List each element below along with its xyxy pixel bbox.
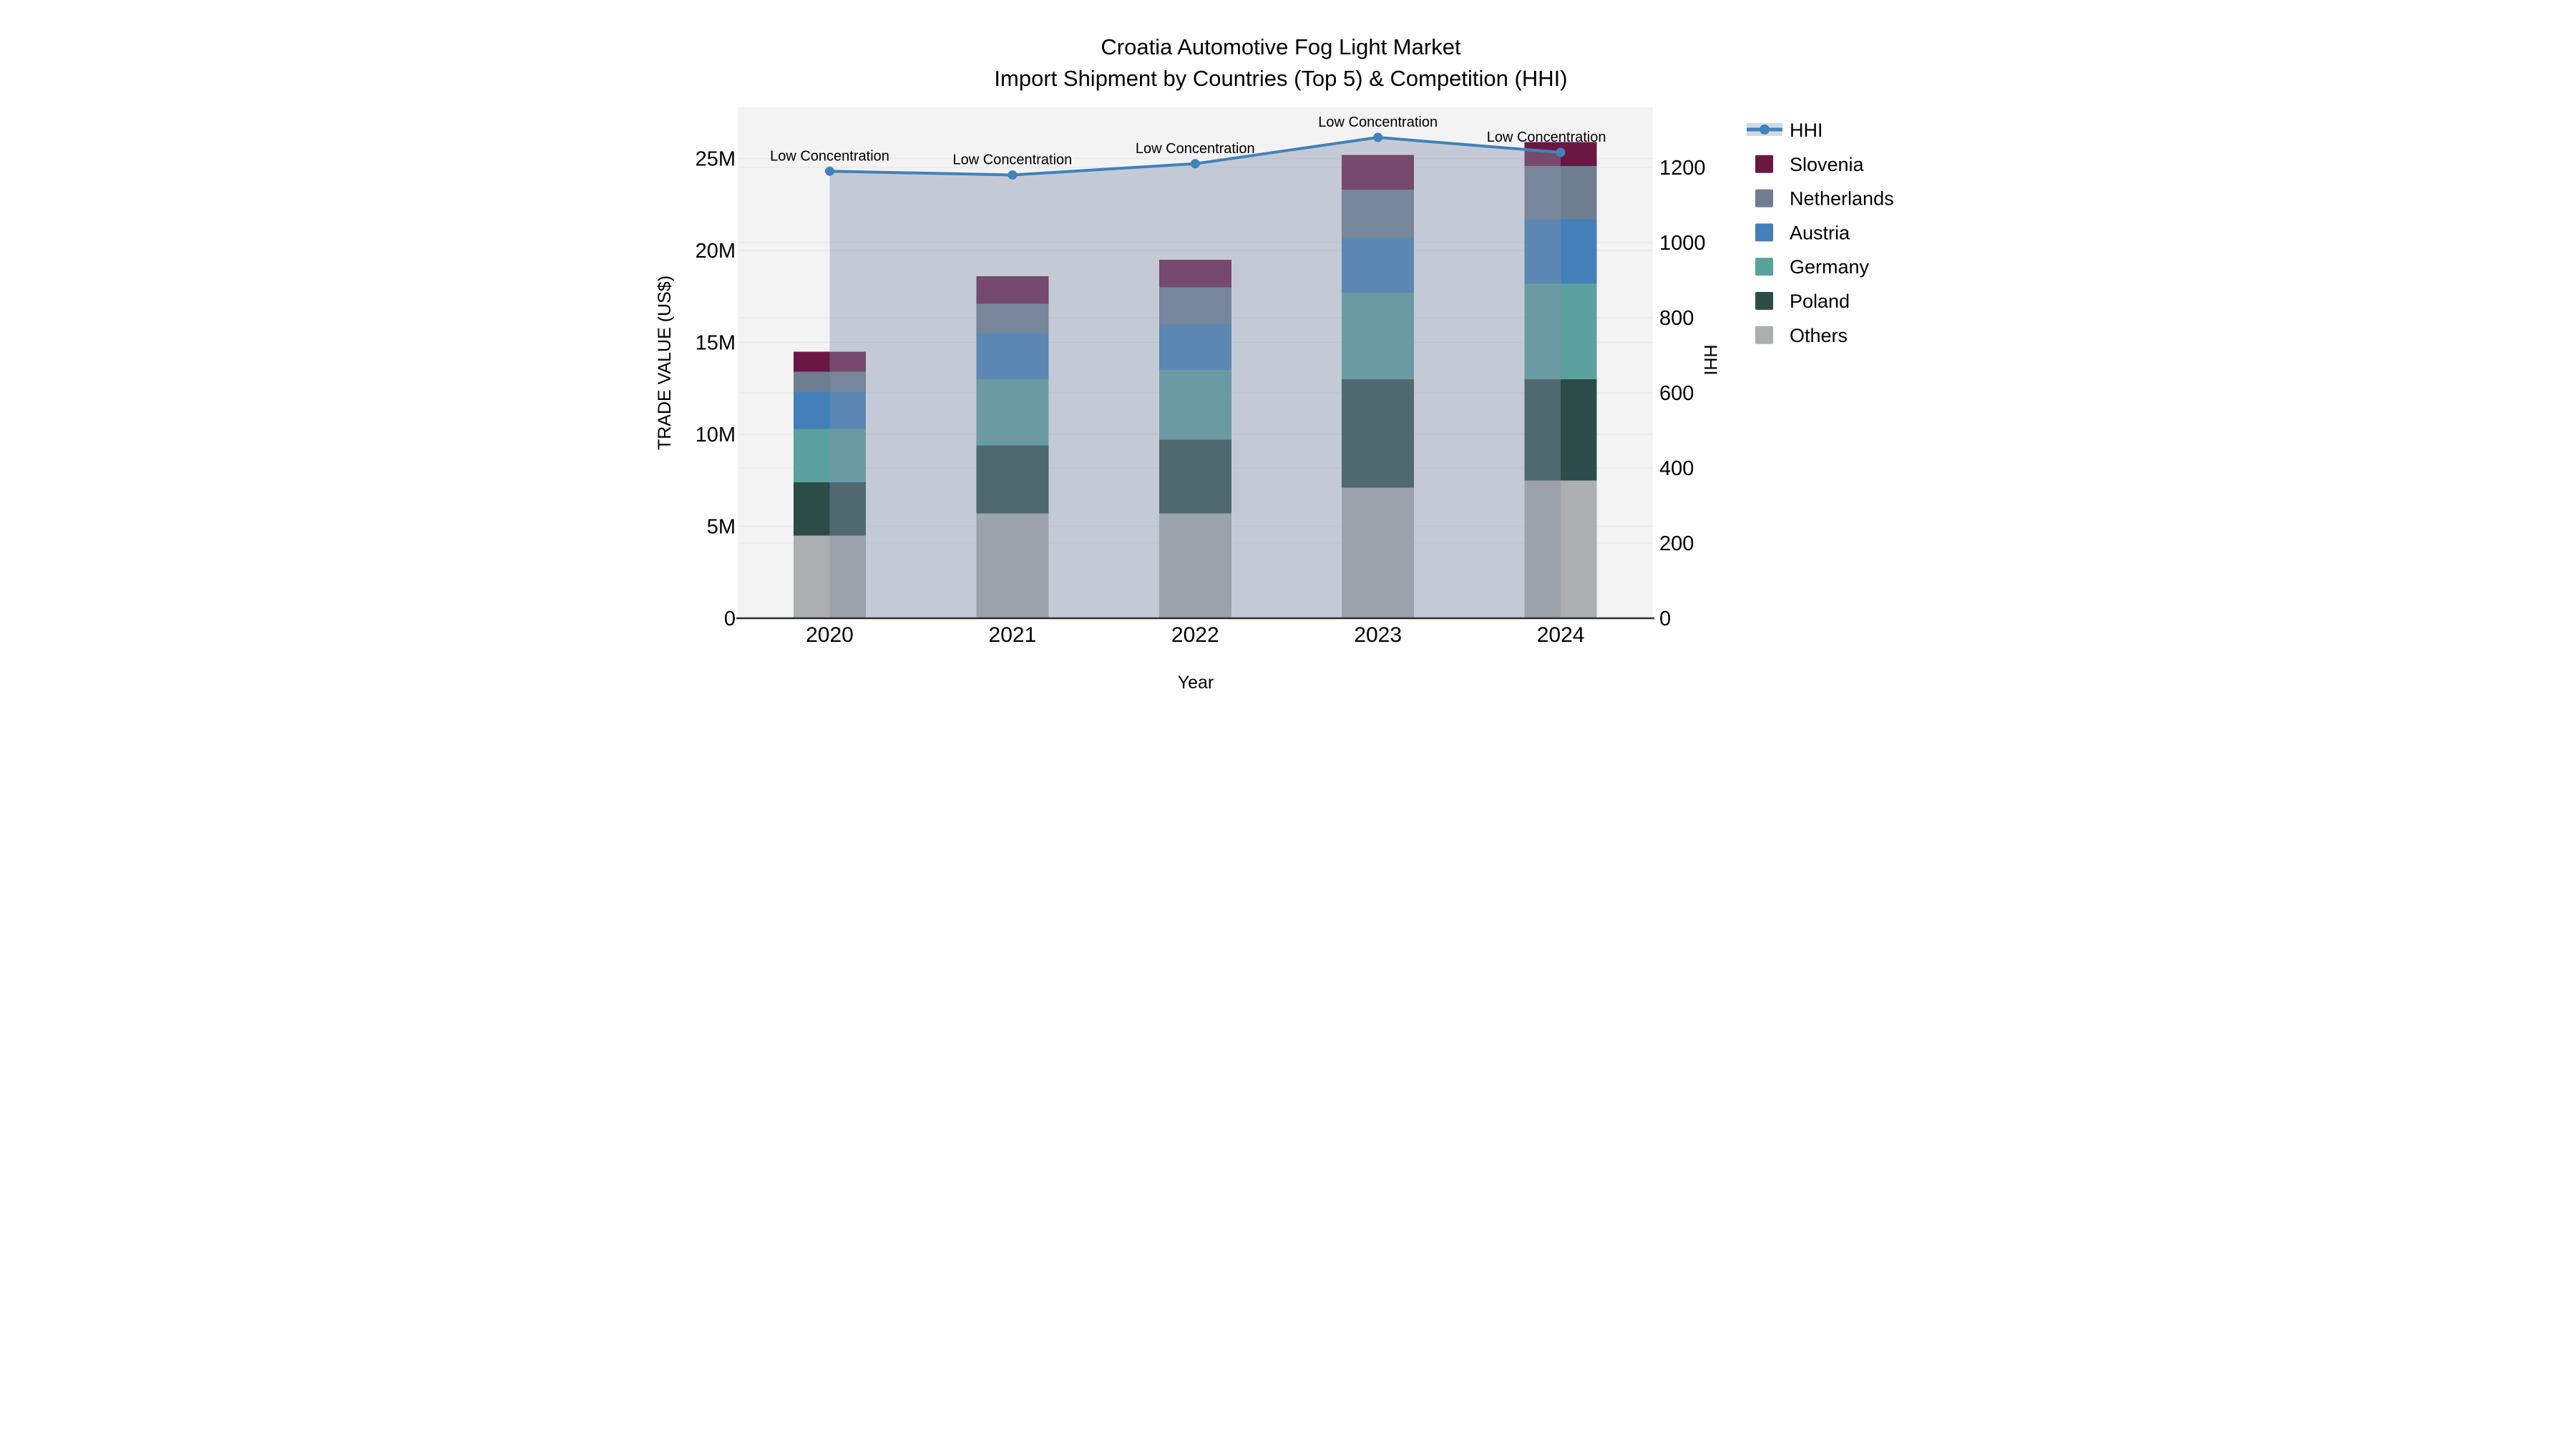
legend-item-poland[interactable]: Poland [1755,291,1850,312]
legend-item-others[interactable]: Others [1755,325,1848,346]
left-tick-10M: 10M [696,424,736,447]
bar-segment-2020-netherlands[interactable] [794,371,866,392]
legend-item-slovenia[interactable]: Slovenia [1755,154,1865,175]
right-tick-1200: 1200 [1659,157,1706,180]
hhi-marker-2021[interactable] [1008,170,1018,180]
legend-swatch-austria [1755,223,1773,242]
bar-segment-2022-netherlands[interactable] [1158,287,1231,324]
annotation-2024: Low Concentration [1487,130,1606,145]
bar-segment-2022-others[interactable] [1158,513,1231,618]
bar-segment-2022-slovenia[interactable] [1158,259,1231,288]
bar-segment-2021-others[interactable] [976,513,1049,618]
legend-swatch-others [1755,326,1773,344]
x-tick-2021: 2021 [989,623,1037,647]
x-tick-2022: 2022 [1171,623,1219,647]
bar-segment-2020-austria[interactable] [794,391,866,429]
right-tick-0: 0 [1659,608,1671,630]
x-axis-ticks: 2020 2021 2022 2023 2024 [806,623,1584,647]
stacked-bars [794,142,1597,618]
bar-segment-2023-germany[interactable] [1342,293,1415,379]
annotation-2020: Low Concentration [770,148,889,164]
bar-segment-2024-others[interactable] [1524,480,1597,618]
right-tick-400: 400 [1659,457,1694,480]
bar-segment-2022-germany[interactable] [1158,370,1231,440]
x-tick-2024: 2024 [1537,623,1585,647]
annotation-2021: Low Concentration [953,152,1073,168]
bar-segment-2020-germany[interactable] [794,429,866,482]
bar-segment-2024-austria[interactable] [1524,219,1597,284]
legend-swatch-germany [1755,258,1773,276]
bar-segment-2024-poland[interactable] [1524,379,1597,481]
left-tick-0: 0 [724,608,736,630]
left-tick-5M: 5M [707,516,736,539]
legend-item-netherlands[interactable]: Netherlands [1755,188,1894,210]
bar-segment-2024-germany[interactable] [1524,283,1597,379]
left-tick-20M: 20M [696,240,736,263]
chart-title: Croatia Automotive Fog Light Market [1101,34,1461,59]
bar-segment-2021-slovenia[interactable] [976,275,1049,304]
x-tick-2023: 2023 [1354,623,1402,647]
bar-segment-2023-austria[interactable] [1342,238,1415,293]
right-tick-200: 200 [1659,532,1694,555]
bar-segment-2020-slovenia[interactable] [794,351,866,372]
bar-segment-2021-netherlands[interactable] [976,303,1049,333]
right-axis-title: HHI [1700,344,1720,375]
bar-segment-2024-netherlands[interactable] [1524,165,1597,220]
hhi-area-fill [829,137,1561,618]
legend-label-hhi: HHI [1790,119,1823,141]
legend-swatch-slovenia [1755,155,1773,173]
legend-swatch-poland [1755,292,1773,310]
legend: HHI Slovenia Netherlands Austria Germany Pola… [1747,119,1894,346]
hhi-marker-2023[interactable] [1373,132,1383,142]
x-tick-2020: 2020 [806,623,854,647]
hhi-marker-2020[interactable] [825,166,834,176]
right-tick-1000: 1000 [1659,232,1706,255]
legend-label-germany: Germany [1790,256,1870,278]
right-axis-ticks: 0 200 400 600 800 1000 1200 [1659,157,1706,630]
legend-label-others: Others [1790,325,1848,346]
bar-segment-2022-austria[interactable] [1158,323,1231,371]
bar-segment-2023-poland[interactable] [1342,379,1415,488]
hhi-marker-2022[interactable] [1190,159,1200,169]
fog-light-market-chart: Croatia Automotive Fog Light Market Impo… [655,34,1894,693]
legend-label-netherlands: Netherlands [1790,188,1894,210]
bar-segment-2020-others[interactable] [794,535,866,618]
legend-label-poland: Poland [1790,291,1850,312]
legend-item-hhi[interactable]: HHI [1747,119,1823,141]
bar-segment-2023-netherlands[interactable] [1342,190,1415,238]
right-tick-800: 800 [1659,307,1694,330]
annotation-2022: Low Concentration [1136,141,1255,157]
bar-segment-2022-poland[interactable] [1158,439,1231,514]
legend-item-austria[interactable]: Austria [1755,222,1850,243]
x-axis-title: Year [1178,673,1214,693]
bar-segment-2020-poland[interactable] [794,482,866,536]
left-tick-25M: 25M [696,148,736,171]
legend-item-germany[interactable]: Germany [1755,256,1870,278]
bar-segment-2021-germany[interactable] [976,379,1049,446]
legend-label-austria: Austria [1790,222,1850,243]
hhi-marker-2024[interactable] [1556,147,1566,157]
chart-page: Croatia Automotive Fog Light Market Impo… [644,0,1932,724]
right-tick-600: 600 [1659,382,1694,405]
legend-hhi-marker-icon [1760,125,1770,135]
annotations: Low Concentration Low Concentration Low Co… [770,114,1606,168]
bar-segment-2021-poland[interactable] [976,445,1049,514]
chart-subtitle: Import Shipment by Countries (Top 5) & C… [994,66,1567,91]
legend-label-slovenia: Slovenia [1790,154,1865,175]
bar-segment-2021-austria[interactable] [976,333,1049,379]
hhi-markers [825,132,1566,180]
left-axis-ticks: 0 5M 10M 15M 20M 25M [696,148,736,631]
annotation-2023: Low Concentration [1318,114,1438,130]
legend-swatch-netherlands [1755,189,1773,208]
bar-segment-2023-slovenia[interactable] [1342,155,1415,190]
left-tick-15M: 15M [696,332,736,355]
left-axis-title: TRADE VALUE (US$) [655,275,675,450]
bar-segment-2023-others[interactable] [1342,487,1415,618]
